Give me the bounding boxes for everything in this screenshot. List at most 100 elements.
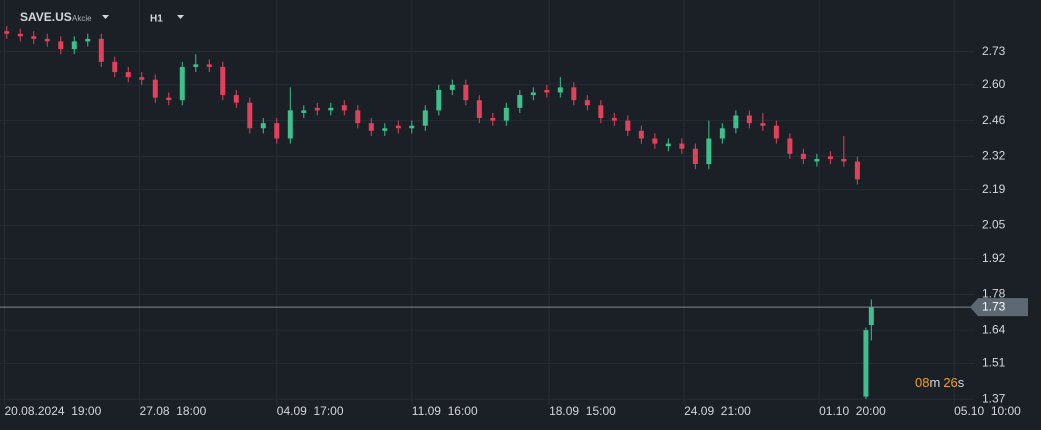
candle-body	[125, 72, 131, 78]
y-tick-label: 1.64	[982, 322, 1006, 336]
candle-body	[652, 138, 658, 144]
candle-body	[665, 143, 671, 147]
candle-body	[449, 84, 455, 90]
countdown-seconds: 26	[943, 375, 957, 390]
candle-body	[233, 95, 239, 103]
dropdown-arrow[interactable]	[102, 15, 109, 19]
candle-body	[260, 123, 266, 129]
candle-body	[638, 130, 644, 139]
candle-body	[98, 38, 104, 62]
current-price-tag	[970, 298, 1028, 317]
current-price-label: 1.73	[982, 299, 1006, 313]
candle-body	[301, 110, 307, 113]
candle-body	[584, 100, 590, 106]
candle-body	[598, 105, 604, 119]
x-tick-label: 24.09 21:00	[684, 404, 751, 418]
candle-body	[85, 38, 91, 42]
candles	[4, 26, 874, 400]
candle-body	[206, 64, 212, 67]
candle-body	[854, 161, 860, 180]
y-tick-label: 1.51	[982, 356, 1006, 370]
candle-body	[436, 89, 442, 111]
candle-body	[787, 138, 793, 154]
candle-body	[800, 153, 806, 159]
y-tick-label: 2.19	[982, 182, 1006, 196]
candle-body	[692, 148, 698, 165]
candle-body	[409, 125, 415, 129]
candle-body	[328, 107, 334, 111]
candle-body	[31, 36, 37, 39]
candle-body	[368, 123, 374, 131]
candle-body	[44, 38, 50, 42]
x-tick-label: 11.09 16:00	[412, 404, 478, 418]
y-tick-label: 2.73	[982, 44, 1006, 58]
timeframe[interactable]: H1	[150, 14, 163, 25]
countdown-minutes: 08	[915, 375, 929, 390]
countdown: 08m 26s	[915, 375, 965, 390]
candle-body	[193, 64, 199, 67]
candle-body	[287, 110, 293, 139]
candle-body	[760, 123, 766, 126]
y-tick-label: 2.60	[982, 77, 1006, 91]
candle-body	[517, 95, 523, 108]
candle-body	[71, 41, 77, 50]
candle-body	[490, 118, 496, 121]
y-tick-label: 2.46	[982, 113, 1006, 127]
candle-body	[58, 41, 64, 50]
candle-body	[274, 123, 280, 139]
candle-body	[247, 102, 253, 129]
candle-body	[220, 66, 226, 96]
candle-body	[841, 158, 847, 162]
candle-body	[733, 115, 739, 129]
candle-body	[557, 87, 563, 93]
candle-body	[112, 61, 118, 73]
candle-body	[773, 125, 779, 139]
candle-body	[719, 128, 725, 139]
x-tick-label: 04.09 17:00	[277, 404, 344, 418]
candle-body	[571, 87, 577, 101]
candle-body	[166, 97, 172, 101]
candle-body	[17, 33, 23, 37]
candle-body	[463, 84, 469, 101]
grid	[0, 0, 975, 405]
countdown-unit: s	[958, 375, 965, 390]
candle-body	[179, 66, 185, 101]
y-tick-label: 2.05	[982, 218, 1006, 232]
instrument-type: Akcie	[72, 14, 92, 23]
candle-body	[827, 156, 833, 159]
x-tick-label: 20.08.2024 19:00	[5, 404, 102, 418]
candle-body	[611, 118, 617, 121]
candle-body	[503, 107, 509, 121]
x-tick-label: 27.08 18:00	[140, 404, 207, 418]
candle-body	[341, 105, 347, 111]
candle-body	[382, 128, 388, 131]
candle-body	[395, 125, 401, 129]
candle-body	[422, 110, 428, 126]
y-tick-label: 1.37	[982, 391, 1006, 405]
candle-body	[139, 77, 145, 80]
candle-body	[868, 307, 874, 326]
candle-body	[863, 330, 869, 397]
y-tick-label: 1.78	[982, 287, 1006, 301]
y-tick-label: 2.32	[982, 149, 1006, 163]
candle-body	[746, 115, 752, 124]
candle-body	[530, 92, 536, 96]
candle-body	[152, 79, 158, 98]
symbol[interactable]: SAVE.US	[20, 10, 72, 24]
candle-body	[544, 89, 550, 93]
x-tick-label: 18.09 15:00	[549, 404, 616, 418]
y-tick-label: 1.92	[982, 251, 1006, 265]
candle-body	[4, 31, 10, 34]
axes: 2.73 2.60 2.46 2.32 2.19 2.05 1.92 1.78 1.64 1.51…	[0, 44, 1028, 418]
candle-body	[706, 138, 712, 165]
x-tick-label: 05.10 10:00	[954, 404, 1021, 418]
candle-body	[476, 100, 482, 119]
candle-body	[814, 158, 820, 162]
countdown-unit: m	[929, 375, 940, 390]
candle-body	[679, 143, 685, 149]
candle-body	[625, 120, 631, 131]
candle-body	[314, 107, 320, 111]
dropdown-arrow[interactable]	[177, 15, 184, 19]
